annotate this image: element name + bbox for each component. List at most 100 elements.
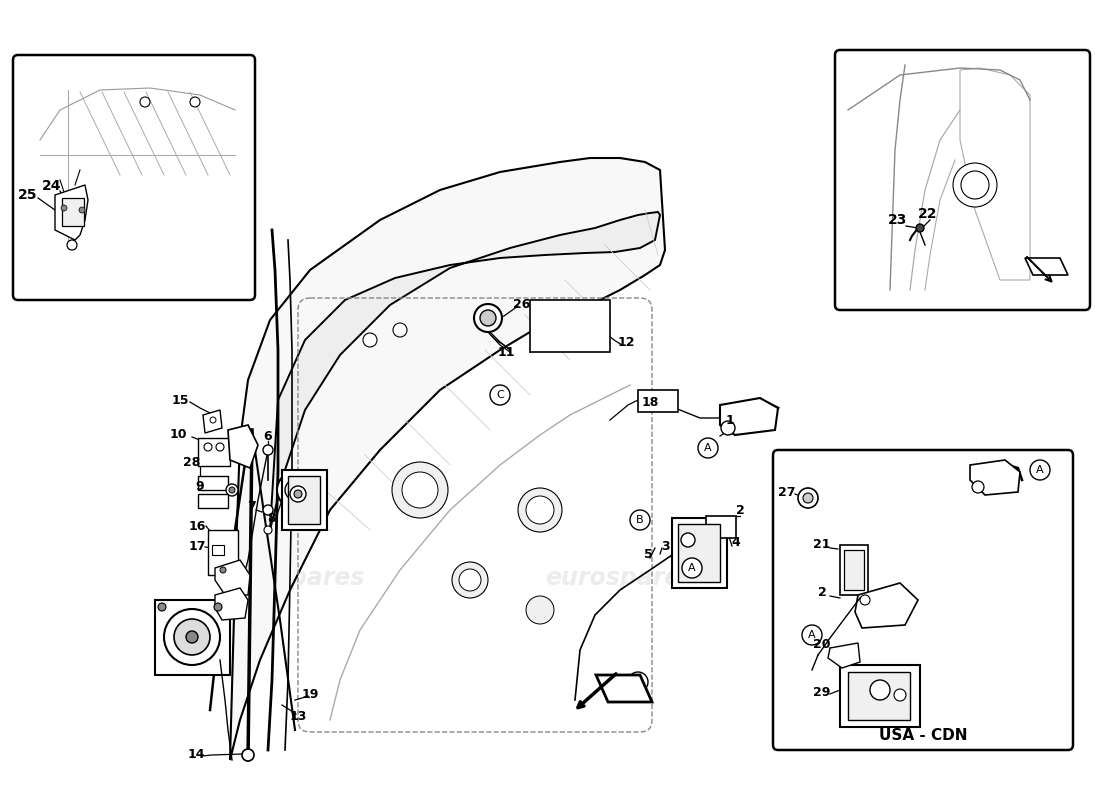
Polygon shape (720, 398, 778, 435)
Circle shape (214, 603, 222, 611)
Text: eurospares: eurospares (546, 566, 695, 590)
Polygon shape (214, 560, 250, 595)
Text: A: A (808, 630, 816, 640)
Circle shape (294, 490, 302, 498)
FancyBboxPatch shape (13, 55, 255, 300)
Circle shape (972, 481, 984, 493)
Polygon shape (230, 158, 666, 760)
Circle shape (628, 672, 648, 692)
Bar (198, 494, 228, 508)
Circle shape (285, 480, 305, 500)
Text: 25: 25 (19, 188, 37, 202)
Bar (212, 545, 224, 555)
Circle shape (393, 323, 407, 337)
Text: C: C (496, 390, 504, 400)
Polygon shape (204, 410, 222, 433)
Text: 14: 14 (187, 749, 205, 762)
Circle shape (79, 207, 85, 213)
Circle shape (263, 505, 273, 515)
Text: 1: 1 (726, 414, 735, 426)
Circle shape (220, 567, 225, 573)
Bar (848, 672, 910, 720)
Circle shape (474, 304, 502, 332)
Circle shape (452, 562, 488, 598)
Circle shape (277, 472, 313, 508)
Bar (678, 524, 721, 582)
Bar (155, 600, 230, 675)
Circle shape (263, 445, 273, 455)
Circle shape (140, 97, 150, 107)
Circle shape (860, 595, 870, 605)
Circle shape (459, 569, 481, 591)
Circle shape (210, 417, 216, 423)
Text: eurospares: eurospares (216, 566, 365, 590)
Bar (530, 300, 610, 352)
Circle shape (392, 462, 448, 518)
Circle shape (916, 224, 924, 232)
Circle shape (216, 443, 224, 451)
Text: 26: 26 (514, 298, 530, 310)
Circle shape (870, 680, 890, 700)
Text: 18: 18 (641, 395, 659, 409)
Circle shape (204, 443, 212, 451)
Circle shape (186, 631, 198, 643)
Circle shape (60, 205, 67, 211)
Circle shape (363, 333, 377, 347)
Text: A: A (689, 563, 696, 573)
Text: 16: 16 (188, 519, 206, 533)
Text: 11: 11 (497, 346, 515, 358)
Text: 27: 27 (779, 486, 795, 498)
Circle shape (802, 625, 822, 645)
Text: 12: 12 (617, 335, 635, 349)
Circle shape (290, 486, 306, 502)
Bar (706, 516, 736, 538)
Bar (288, 476, 320, 524)
Text: 10: 10 (169, 427, 187, 441)
Text: 21: 21 (813, 538, 830, 551)
Polygon shape (596, 675, 652, 702)
Text: 24: 24 (42, 179, 62, 193)
Text: B: B (635, 677, 641, 687)
Circle shape (1030, 460, 1050, 480)
Text: 19: 19 (301, 689, 319, 702)
Polygon shape (970, 460, 1020, 495)
Bar (840, 665, 920, 727)
Text: 23: 23 (889, 213, 908, 227)
Polygon shape (55, 185, 88, 240)
Text: 2: 2 (817, 586, 826, 599)
FancyBboxPatch shape (835, 50, 1090, 310)
Text: 2: 2 (736, 503, 745, 517)
Polygon shape (228, 425, 258, 468)
Text: A: A (704, 443, 712, 453)
Bar (638, 390, 678, 412)
Bar (198, 476, 228, 490)
Circle shape (518, 488, 562, 532)
Text: B: B (636, 515, 644, 525)
Circle shape (583, 313, 597, 327)
Bar (62, 198, 84, 226)
Circle shape (174, 619, 210, 655)
Circle shape (698, 438, 718, 458)
Text: 9: 9 (196, 479, 205, 493)
Circle shape (242, 749, 254, 761)
Text: 6: 6 (264, 430, 273, 442)
FancyBboxPatch shape (773, 450, 1072, 750)
Bar (672, 518, 727, 588)
Circle shape (798, 488, 818, 508)
Text: 17: 17 (188, 539, 206, 553)
Circle shape (229, 487, 235, 493)
Circle shape (953, 163, 997, 207)
Text: 13: 13 (289, 710, 307, 722)
Polygon shape (960, 68, 1030, 280)
Text: 22: 22 (918, 207, 937, 221)
Bar (840, 545, 868, 595)
Circle shape (490, 385, 510, 405)
Text: 20: 20 (813, 638, 830, 651)
Bar (198, 438, 230, 466)
Bar (282, 470, 327, 530)
Circle shape (894, 689, 906, 701)
Text: 28: 28 (184, 455, 200, 469)
Polygon shape (828, 643, 860, 668)
Circle shape (164, 609, 220, 665)
Circle shape (190, 97, 200, 107)
